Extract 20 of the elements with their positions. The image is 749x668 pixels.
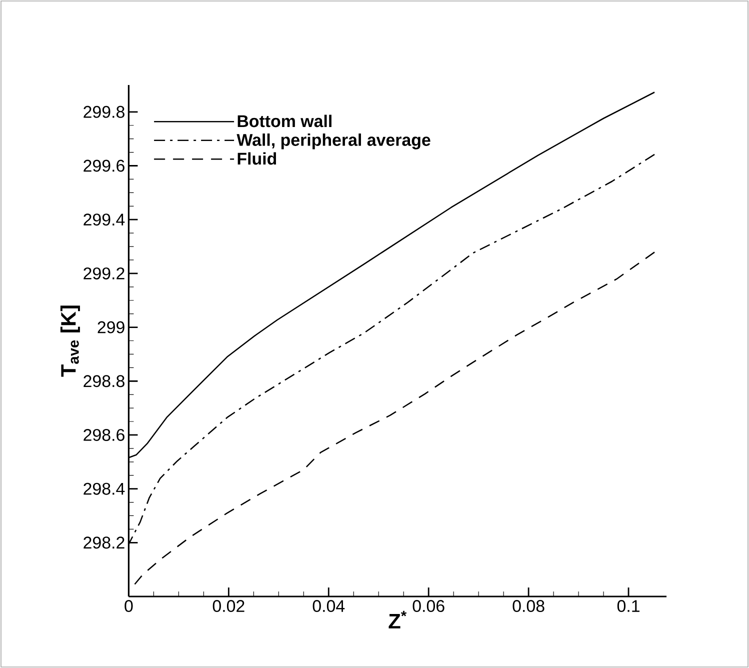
y-tick-label: 298.2 bbox=[84, 536, 124, 549]
y-tick-label: 299.6 bbox=[84, 160, 124, 172]
x-tick-label: 0.06 bbox=[412, 600, 444, 612]
legend-label: Fluid bbox=[238, 152, 276, 165]
x-tick-label: 0.02 bbox=[212, 600, 244, 612]
legend-label: Bottom wall bbox=[238, 114, 332, 128]
x-tick-label: 0.04 bbox=[312, 600, 345, 612]
y-tick-label: 299.2 bbox=[84, 267, 124, 280]
legend-label: Wall, peripheral average bbox=[236, 134, 430, 150]
x-tick-label: 0.1 bbox=[617, 600, 640, 612]
x-tick-label: 0 bbox=[124, 600, 133, 612]
y-tick-label: 299.4 bbox=[84, 214, 125, 226]
x-axis-title: Z$^{*}$ bbox=[388, 610, 407, 628]
x-tick-label: 0.08 bbox=[512, 600, 544, 612]
y-tick-label: 298.4 bbox=[84, 482, 125, 495]
y-tick-label: 298.6 bbox=[84, 428, 124, 441]
y-tick-label: 299.8 bbox=[84, 106, 124, 118]
y-tick-label: 299 bbox=[98, 321, 124, 334]
y-tick-label: 298.8 bbox=[84, 375, 124, 388]
y-axis-title: T$_{ave}$ [K] bbox=[60, 306, 80, 377]
